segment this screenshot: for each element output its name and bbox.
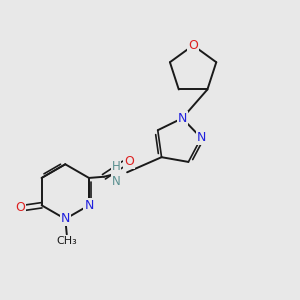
Text: CH₃: CH₃ (56, 236, 77, 246)
Text: O: O (188, 39, 198, 52)
Text: N: N (178, 112, 187, 125)
Text: N: N (84, 199, 94, 212)
Text: O: O (124, 155, 134, 168)
Text: O: O (15, 201, 25, 214)
Text: H
N: H N (112, 160, 120, 188)
Text: N: N (61, 212, 70, 226)
Text: N: N (196, 131, 206, 144)
